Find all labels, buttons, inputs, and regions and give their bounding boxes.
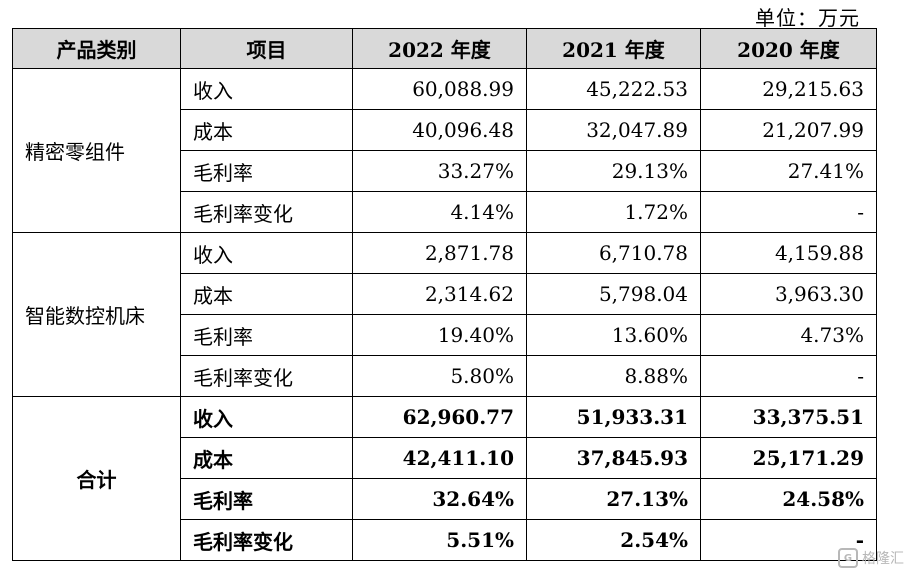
value-cell: 2,871.78 (352, 232, 527, 274)
category-cell: 精密零组件 (12, 68, 181, 233)
value-cell: - (700, 519, 877, 561)
table-row: 毛利率变化 4.14% 1.72% - (13, 191, 877, 233)
value-cell: - (700, 355, 877, 397)
value-cell: 29.13% (526, 150, 701, 192)
header-2021: 2021 年度 (526, 28, 701, 69)
value-cell: 13.60% (526, 314, 701, 356)
value-cell: 42,411.10 (352, 437, 527, 479)
value-cell: - (700, 191, 877, 233)
value-cell: 6,710.78 (526, 232, 701, 274)
table-row: 成本 2,314.62 5,798.04 3,963.30 (13, 273, 877, 315)
item-cell: 毛利率 (180, 150, 353, 192)
value-cell: 21,207.99 (700, 109, 877, 151)
table-row: 精密零组件 收入 60,088.99 45,222.53 29,215.63 (12, 68, 877, 233)
value-cell: 60,088.99 (352, 68, 527, 110)
item-cell: 毛利率 (180, 478, 353, 520)
value-cell: 5.51% (352, 519, 527, 561)
header-2022: 2022 年度 (352, 28, 527, 69)
item-cell: 毛利率变化 (180, 519, 353, 561)
unit-label: 单位：万元 (755, 6, 860, 30)
value-cell: 4.73% (700, 314, 877, 356)
value-cell: 37,845.93 (526, 437, 701, 479)
table-row: 合计 收入 62,960.77 51,933.31 33,375.51 (12, 396, 877, 561)
value-cell: 2,314.62 (352, 273, 527, 315)
value-cell: 1.72% (526, 191, 701, 233)
table-row: 毛利率 32.64% 27.13% 24.58% (13, 478, 877, 520)
value-cell: 62,960.77 (352, 396, 527, 438)
table-header-row: 产品类别 项目 2022 年度 2021 年度 2020 年度 (12, 28, 877, 69)
value-cell: 24.58% (700, 478, 877, 520)
value-cell: 3,963.30 (700, 273, 877, 315)
item-cell: 收入 (180, 232, 353, 274)
value-cell: 8.88% (526, 355, 701, 397)
value-cell: 33,375.51 (700, 396, 877, 438)
category-cell: 智能数控机床 (12, 232, 181, 397)
table-row: 成本 42,411.10 37,845.93 25,171.29 (13, 437, 877, 479)
value-cell: 33.27% (352, 150, 527, 192)
item-cell: 收入 (180, 396, 353, 438)
value-cell: 19.40% (352, 314, 527, 356)
value-cell: 51,933.31 (526, 396, 701, 438)
item-cell: 成本 (180, 437, 353, 479)
category-cell: 合计 (12, 396, 181, 561)
table-row: 毛利率 19.40% 13.60% 4.73% (13, 314, 877, 356)
value-cell: 5,798.04 (526, 273, 701, 315)
item-cell: 毛利率变化 (180, 355, 353, 397)
gross-margin-table: 产品类别 项目 2022 年度 2021 年度 2020 年度 精密零组件 收入 6… (12, 28, 877, 561)
item-cell: 毛利率变化 (180, 191, 353, 233)
value-cell: 29,215.63 (700, 68, 877, 110)
value-cell: 45,222.53 (526, 68, 701, 110)
item-cell: 成本 (180, 109, 353, 151)
table-body: 精密零组件 收入 60,088.99 45,222.53 29,215.63 成本 40,0… (12, 68, 877, 561)
header-2020: 2020 年度 (700, 28, 877, 69)
item-cell: 成本 (180, 273, 353, 315)
table-row: 毛利率变化 5.51% 2.54% - (13, 519, 877, 561)
header-item: 项目 (180, 28, 353, 69)
item-cell: 收入 (180, 68, 353, 110)
watermark: G 格隆汇 (838, 548, 904, 568)
value-cell: 32.64% (352, 478, 527, 520)
value-cell: 25,171.29 (700, 437, 877, 479)
value-cell: 27.13% (526, 478, 701, 520)
header-category: 产品类别 (12, 28, 181, 69)
value-cell: 40,096.48 (352, 109, 527, 151)
watermark-text: 格隆汇 (862, 551, 904, 567)
value-cell: 4.14% (352, 191, 527, 233)
gelonghui-logo-icon: G (838, 548, 858, 568)
value-cell: 4,159.88 (700, 232, 877, 274)
value-cell: 27.41% (700, 150, 877, 192)
value-cell: 5.80% (352, 355, 527, 397)
value-cell: 2.54% (526, 519, 701, 561)
table-row: 毛利率变化 5.80% 8.88% - (13, 355, 877, 397)
item-cell: 毛利率 (180, 314, 353, 356)
table-row: 智能数控机床 收入 2,871.78 6,710.78 4,159.88 (12, 232, 877, 397)
value-cell: 32,047.89 (526, 109, 701, 151)
